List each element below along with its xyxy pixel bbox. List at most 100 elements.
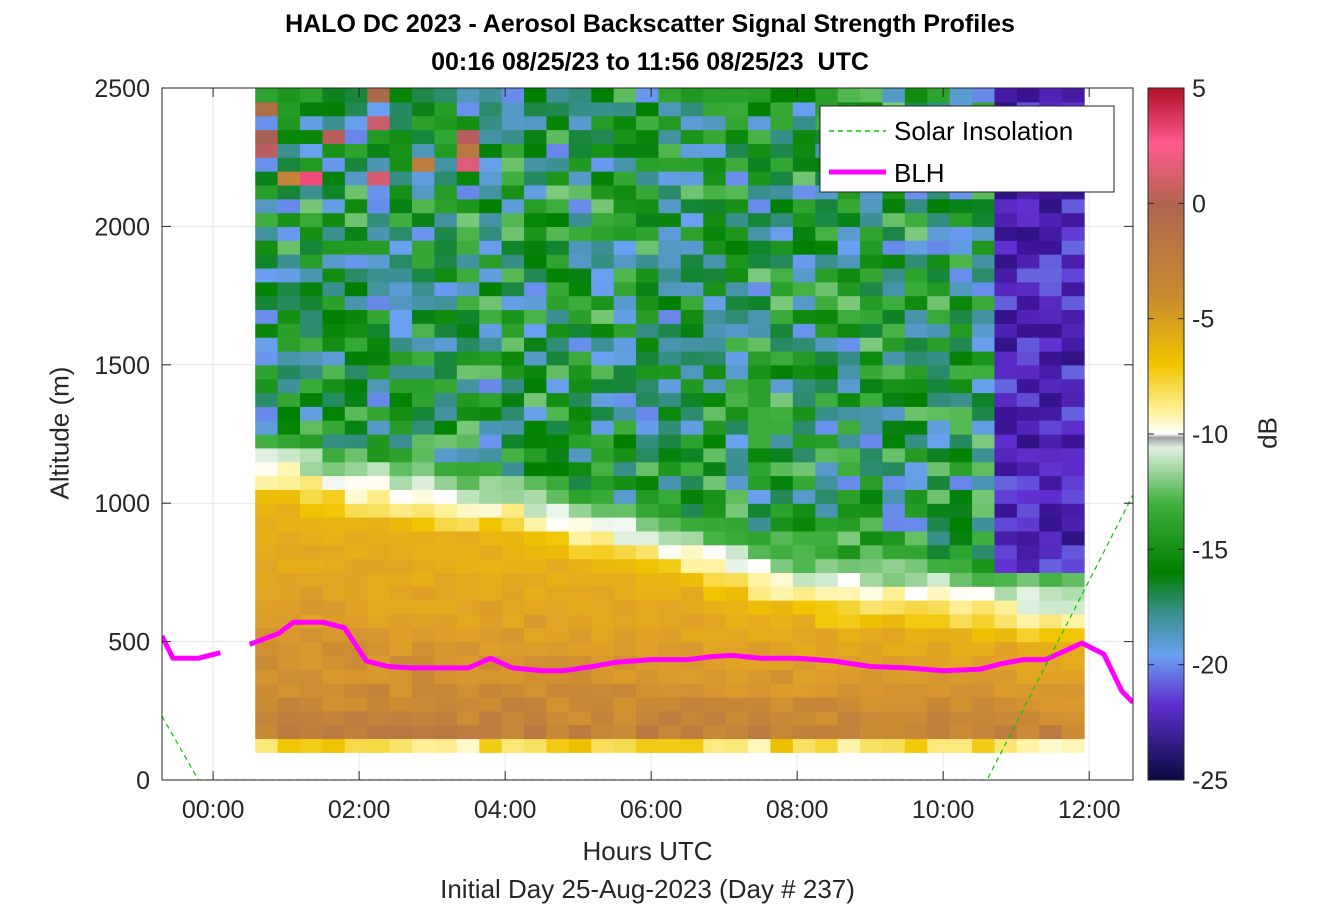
heatmap-cell (322, 129, 346, 144)
heatmap-cell (636, 544, 660, 560)
heatmap-cell (479, 503, 503, 518)
heatmap-cell (479, 267, 503, 283)
heatmap-cell (748, 281, 772, 297)
heatmap-cell (479, 350, 503, 366)
heatmap-cell (322, 240, 346, 255)
heatmap-cell (367, 461, 391, 477)
heatmap-cell (456, 572, 480, 587)
heatmap-cell (591, 738, 615, 753)
heatmap-cell (322, 267, 346, 283)
heatmap-cell (703, 129, 727, 144)
heatmap-cell (277, 184, 301, 200)
heatmap-cell (412, 240, 436, 255)
heatmap-cell (591, 88, 615, 103)
heatmap-cell (748, 572, 772, 587)
heatmap-cell (591, 212, 615, 227)
heatmap-cell (501, 586, 525, 601)
heatmap-cell (792, 600, 816, 615)
heatmap-cell (994, 586, 1018, 601)
heatmap-cell (344, 364, 368, 380)
heatmap-cell (591, 392, 615, 407)
heatmap-cell (344, 558, 368, 573)
heatmap-cell (703, 267, 727, 283)
heatmap-cell (456, 101, 480, 117)
heatmap-cell (277, 406, 301, 421)
heatmap-cell (927, 530, 951, 546)
heatmap-cell (1061, 447, 1085, 463)
heatmap-cell (770, 447, 794, 463)
heatmap-cell (546, 101, 570, 117)
heatmap-cell (524, 434, 548, 449)
heatmap-cell (434, 157, 458, 172)
heatmap-cell (1016, 461, 1040, 477)
heatmap-cell (568, 171, 592, 186)
heatmap-cell (479, 724, 503, 740)
heatmap-cell (770, 641, 794, 657)
heatmap-cell (680, 669, 704, 684)
heatmap-cell (972, 406, 996, 421)
heatmap-cell (546, 157, 570, 172)
heatmap-cell (994, 613, 1018, 629)
heatmap-cell (501, 281, 525, 297)
heatmap-cell (860, 378, 884, 394)
heatmap-cell (456, 212, 480, 227)
heatmap-cell (255, 600, 279, 615)
heatmap-cell (300, 669, 324, 684)
heatmap-cell (770, 434, 794, 449)
heatmap-cell (322, 143, 346, 158)
heatmap-cell (412, 530, 436, 546)
heatmap-cell (300, 184, 324, 200)
heatmap-cell (636, 434, 660, 449)
heatmap-cell (277, 669, 301, 684)
heatmap-cell (1016, 503, 1040, 518)
heatmap-cell (994, 600, 1018, 615)
heatmap-cell (1061, 669, 1085, 684)
heatmap-cell (860, 447, 884, 463)
heatmap-cell (568, 364, 592, 380)
heatmap-cell (344, 88, 368, 103)
heatmap-cell (792, 115, 816, 131)
heatmap-cell (815, 572, 839, 587)
heatmap-cell (613, 530, 637, 546)
heatmap-cell (277, 198, 301, 214)
heatmap-cell (255, 420, 279, 435)
heatmap-cell (367, 157, 391, 172)
heatmap-cell (546, 655, 570, 670)
heatmap-cell (860, 198, 884, 214)
heatmap-cell (568, 738, 592, 753)
heatmap-cell (770, 101, 794, 117)
heatmap-cell (703, 143, 727, 158)
heatmap-cell (322, 517, 346, 532)
heatmap-cell (636, 475, 660, 490)
heatmap-cell (613, 364, 637, 380)
heatmap-cell (748, 503, 772, 518)
heatmap-cell (725, 710, 749, 726)
heatmap-cell (949, 738, 973, 753)
heatmap-cell (770, 267, 794, 283)
heatmap-cell (300, 281, 324, 297)
heatmap-cell (277, 171, 301, 186)
heatmap-cell (680, 420, 704, 435)
heatmap-cell (367, 447, 391, 463)
heatmap-cell (882, 447, 906, 463)
heatmap-cell (792, 420, 816, 435)
heatmap-cell (994, 406, 1018, 421)
heatmap-cell (591, 517, 615, 532)
heatmap-cell (389, 517, 413, 532)
heatmap-cell (613, 129, 637, 144)
heatmap-cell (949, 641, 973, 657)
heatmap-cell (568, 157, 592, 172)
heatmap-cell (501, 600, 525, 615)
heatmap-cell (456, 157, 480, 172)
heatmap-cell (344, 129, 368, 144)
heatmap-cell (703, 323, 727, 338)
heatmap-cell (255, 212, 279, 227)
heatmap-cell (1039, 669, 1063, 684)
heatmap-cell (412, 212, 436, 227)
heatmap-cell (322, 627, 346, 643)
heatmap-cell (927, 254, 951, 269)
heatmap-cell (703, 295, 727, 311)
heatmap-cell (344, 489, 368, 504)
heatmap-cell (546, 295, 570, 311)
heatmap-cell (524, 254, 548, 269)
